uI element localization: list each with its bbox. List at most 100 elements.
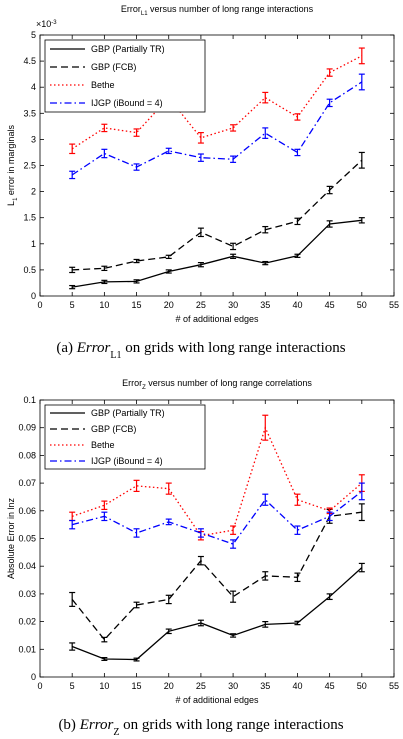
error-bar bbox=[101, 265, 108, 272]
legend-label: GBP (FCB) bbox=[91, 424, 136, 434]
error-bar bbox=[69, 519, 76, 530]
error-bar bbox=[101, 148, 108, 159]
y-tick-label: 0.04 bbox=[18, 561, 36, 571]
text-part: (a) bbox=[56, 340, 73, 356]
x-tick-label: 20 bbox=[164, 300, 174, 310]
x-tick-label: 30 bbox=[228, 681, 238, 691]
error-bar bbox=[165, 147, 172, 155]
error-bar bbox=[294, 113, 301, 121]
x-tick-label: 5 bbox=[70, 300, 75, 310]
error-bar bbox=[326, 185, 333, 195]
series-line bbox=[72, 490, 363, 545]
error-bar bbox=[101, 500, 108, 511]
error-bar bbox=[165, 482, 172, 495]
text-part: Z bbox=[142, 385, 146, 391]
error-bar bbox=[230, 590, 237, 603]
y-tick-label: 4 bbox=[31, 82, 36, 92]
error-bar bbox=[133, 601, 140, 609]
error-bar bbox=[69, 143, 76, 155]
series-line bbox=[71, 425, 363, 537]
text-part: versus number of long range interactions bbox=[148, 4, 314, 14]
error-bar bbox=[165, 594, 172, 605]
y-tick-label: 2 bbox=[31, 187, 36, 197]
error-bar bbox=[197, 619, 204, 627]
error-bar bbox=[230, 253, 237, 260]
text-part: Z bbox=[113, 727, 119, 738]
error-bar bbox=[69, 642, 76, 651]
error-bar bbox=[230, 242, 237, 251]
error-bar bbox=[326, 593, 333, 601]
error-bar bbox=[133, 279, 140, 284]
error-bar bbox=[165, 254, 172, 260]
y-tick-label: 0.08 bbox=[18, 450, 36, 460]
text-part: on grids with long range interactions bbox=[125, 340, 346, 356]
error-bar bbox=[197, 227, 204, 238]
error-bar bbox=[69, 266, 76, 274]
x-tick-label: 50 bbox=[357, 681, 367, 691]
y-tick-label: 0 bbox=[31, 291, 36, 301]
x-tick-label: 45 bbox=[325, 681, 335, 691]
error-bar bbox=[326, 220, 333, 228]
error-bar bbox=[230, 539, 237, 549]
y-axis-label: L1 error in marginals bbox=[6, 125, 19, 206]
error-bar bbox=[165, 518, 172, 526]
chart: ErrorZ versus number of long range corre… bbox=[6, 378, 399, 738]
y-axis-label: Absolute Error in lnz bbox=[6, 497, 16, 579]
series-line bbox=[71, 511, 362, 641]
x-tick-label: 10 bbox=[99, 681, 109, 691]
error-bar bbox=[294, 620, 301, 626]
x-axis-label: # of additional edges bbox=[175, 314, 259, 324]
error-bar bbox=[230, 633, 237, 638]
y-tick-label: 3 bbox=[31, 134, 36, 144]
error-bar bbox=[262, 91, 269, 104]
x-tick-label: 25 bbox=[196, 681, 206, 691]
x-tick-label: 30 bbox=[228, 300, 238, 310]
legend-label: GBP (Partially TR) bbox=[91, 44, 165, 54]
error-bar bbox=[69, 511, 76, 522]
text-part: L1 bbox=[110, 350, 121, 361]
error-bar bbox=[197, 132, 204, 144]
error-bar bbox=[133, 479, 140, 493]
error-bar bbox=[294, 525, 301, 535]
error-bar bbox=[165, 628, 172, 635]
error-bar bbox=[326, 98, 333, 108]
y-multiplier: ×10-3 bbox=[36, 19, 57, 29]
y-tick-label: 0.09 bbox=[18, 423, 36, 433]
error-bar bbox=[358, 503, 365, 522]
x-tick-label: 15 bbox=[132, 300, 142, 310]
text-part: Error bbox=[76, 340, 111, 356]
series-line bbox=[71, 55, 363, 150]
x-tick-label: 0 bbox=[37, 300, 42, 310]
series-line bbox=[72, 159, 363, 271]
y-tick-label: 0.01 bbox=[18, 644, 36, 654]
x-tick-label: 35 bbox=[260, 681, 270, 691]
error-bar bbox=[197, 153, 204, 162]
legend-label: Bethe bbox=[91, 440, 115, 450]
text-part: L bbox=[6, 201, 16, 206]
x-tick-label: 40 bbox=[292, 681, 302, 691]
x-tick-label: 35 bbox=[260, 300, 270, 310]
text-part: 1 bbox=[13, 197, 19, 201]
y-tick-label: 0.05 bbox=[18, 534, 36, 544]
error-bar bbox=[69, 284, 76, 290]
x-tick-label: 15 bbox=[132, 681, 142, 691]
chart-title: ErrorZ versus number of long range corre… bbox=[122, 378, 312, 391]
x-axis-label: # of additional edges bbox=[175, 695, 259, 705]
x-tick-label: 40 bbox=[292, 300, 302, 310]
y-tick-label: 5 bbox=[31, 30, 36, 40]
error-bar bbox=[101, 636, 108, 643]
error-bar bbox=[294, 493, 301, 506]
text-part: Absolute Error in lnz bbox=[6, 497, 16, 579]
x-tick-label: 25 bbox=[196, 300, 206, 310]
error-bar bbox=[294, 253, 301, 258]
x-tick-label: 55 bbox=[389, 300, 399, 310]
error-bar bbox=[133, 528, 140, 538]
y-tick-label: 0.5 bbox=[23, 265, 36, 275]
error-bar bbox=[326, 68, 333, 77]
error-bar bbox=[133, 258, 140, 264]
legend: GBP (Partially TR) GBP (FCB) Bethe IJGP (iB… bbox=[44, 404, 206, 470]
y-tick-label: 0.1 bbox=[23, 395, 36, 405]
error-bar bbox=[262, 260, 269, 266]
x-tick-label: 5 bbox=[70, 681, 75, 691]
